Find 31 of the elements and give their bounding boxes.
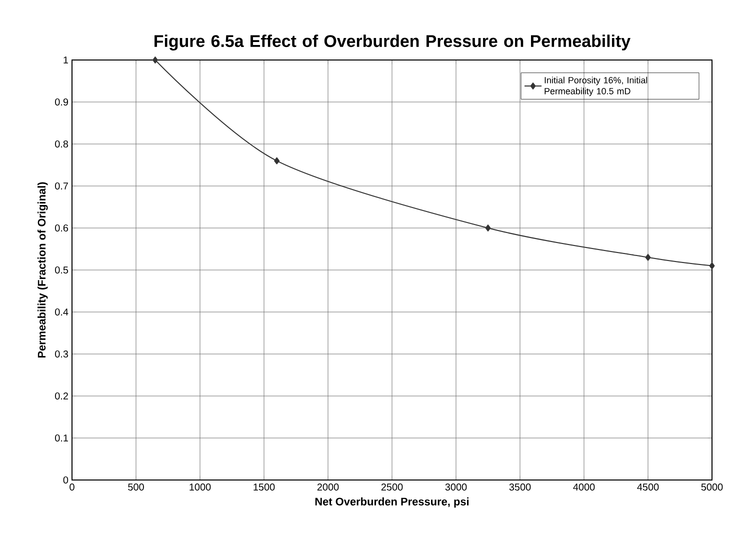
y-tick-label: 0 [63,476,68,484]
point [152,56,158,64]
x-tick-label: 1000 [190,484,211,491]
y-tick-label: 0.9 [55,98,68,106]
y-tick-label: 1 [64,56,68,64]
x-tick-label: 2000 [317,484,339,491]
x-tick-label: 4500 [637,484,659,491]
x-tick-label: 2500 [381,484,403,491]
x-tick-label: 1500 [254,484,275,491]
x-tick-label: 5000 [701,484,723,491]
y-tick-label: 0.4 [55,308,68,316]
y-tick-label: 0.2 [55,392,68,400]
x-tick-label: 3500 [509,484,531,491]
x-tick-label: 4000 [573,484,595,491]
x-tick-label: 0 [70,484,74,491]
point [709,262,715,270]
y-tick-label: 0.1 [55,434,68,442]
y-tick-label: 0.6 [55,224,68,232]
y-tick-label: 0.3 [55,350,68,358]
legend-label: Initial Porosity 16%, Initial Permeability 10.5 mD [544,76,648,96]
y-axis-title: Permeability (Fraction of Original) [38,182,48,358]
chart-title: Figure 6.5a Effect of Overburden Pressure on Permeability [154,34,630,51]
x-axis-title: Net Overburden Pressure, psi [315,497,469,508]
y-tick-label: 0.8 [55,140,68,148]
point [645,254,651,261]
point [274,157,280,164]
x-tick-label: 500 [128,484,144,491]
point [485,224,491,232]
y-tick-label: 0.5 [55,266,68,274]
y-tick-label: 0.7 [55,182,68,190]
x-tick-label: 3000 [445,484,467,491]
